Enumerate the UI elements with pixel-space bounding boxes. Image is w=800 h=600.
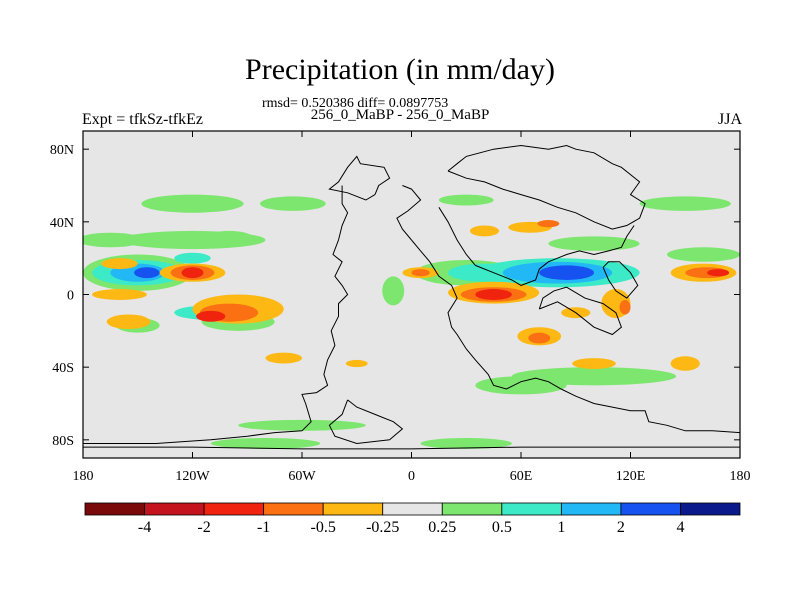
colorbar-swatch [560,502,622,516]
precip-region [196,310,226,322]
colorbar-label: 1 [557,519,565,536]
precip-region [667,247,740,262]
colorbar-label: 2 [617,519,625,536]
chart-subtitle: 256_0_MaBP - 256_0_MaBP [310,107,490,123]
precip-region [469,225,500,237]
y-tick-label: 80N [50,143,74,158]
x-tick-label: 120E [616,469,646,484]
precip-region [174,252,211,264]
y-tick-label: 80S [52,434,74,449]
colorbar-label: 0.5 [492,519,512,536]
y-tick-label: 40S [52,361,74,376]
precip-region [181,267,204,279]
season-label: JJA [717,111,742,128]
y-tick-label: 40N [50,216,74,231]
colorbar-swatch [441,502,503,516]
colorbar-swatch [84,502,145,516]
precip-region [420,438,512,449]
x-tick-label: 60E [510,469,533,484]
x-tick-label: 180 [730,469,751,484]
colorbar: -4 -2 -1 -0.5 -0.25 0.25 0.5 1 2 4 [84,502,741,536]
precip-region [210,438,321,449]
precip-region [619,299,631,315]
precip-region [141,194,244,213]
coastline [328,399,404,445]
precip-region [639,196,731,211]
precip-region [345,359,368,368]
precip-region [260,196,326,211]
colorbar-swatch [382,502,443,516]
experiment-label: Expt = tfkSz-tfkEz [82,111,203,128]
coastline [396,185,422,241]
precip-region [537,220,560,228]
precip-region [438,194,494,206]
colorbar-swatch [263,502,324,516]
precip-region [134,267,160,279]
colorbar-swatch [680,502,741,516]
precip-region [475,289,512,300]
colorbar-label: -0.5 [311,519,336,536]
precip-region [411,269,430,277]
colorbar-swatch [620,502,681,516]
x-tick-label: 120W [175,469,210,484]
precip-region [548,236,640,251]
colorbar-swatch [501,502,562,516]
precip-region [475,376,567,395]
colorbar-label: 4 [676,519,684,536]
precip-region [92,289,147,300]
coastline [83,446,740,450]
x-tick-label: 0 [408,469,415,484]
coastline [83,185,349,444]
colorbar-label: 0.25 [428,519,456,536]
colorbar-swatch [322,502,384,516]
precip-region [101,258,138,270]
colorbar-swatch [144,502,205,516]
stats-text: rmsd= 0.520386 diff= 0.0897753 [262,96,449,111]
coastline [328,155,391,201]
y-axis: 80N 40N 0 40S 80S [50,143,740,449]
precip-region [670,356,700,371]
colorbar-label: -1 [257,519,270,536]
precip-region [528,332,551,344]
plot-background [83,131,740,458]
chart-title: Precipitation (in mm/day) [245,53,555,86]
x-tick-label: 180 [73,469,94,484]
precip-region [572,358,616,369]
precip-region [707,269,730,277]
precipitation-field [83,194,740,449]
colorbar-swatch [203,502,265,516]
coastline [602,261,639,299]
precip-region [238,419,366,431]
precip-region [539,265,594,280]
coastlines [83,144,740,450]
x-axis: 180 120W 60W 0 60E 120E 180 [73,131,751,484]
coastline [411,239,740,434]
precip-region [382,276,405,306]
colorbar-label: -2 [197,519,210,536]
y-tick-label: 0 [67,289,74,304]
colorbar-label: -4 [138,519,151,536]
precip-region [265,352,302,364]
coastline [447,144,646,230]
x-tick-label: 60W [288,469,316,484]
precip-region [106,314,151,330]
colorbar-label: -0.25 [366,519,399,536]
coastline [538,286,622,336]
precip-region [207,230,251,242]
coastline [438,207,635,286]
